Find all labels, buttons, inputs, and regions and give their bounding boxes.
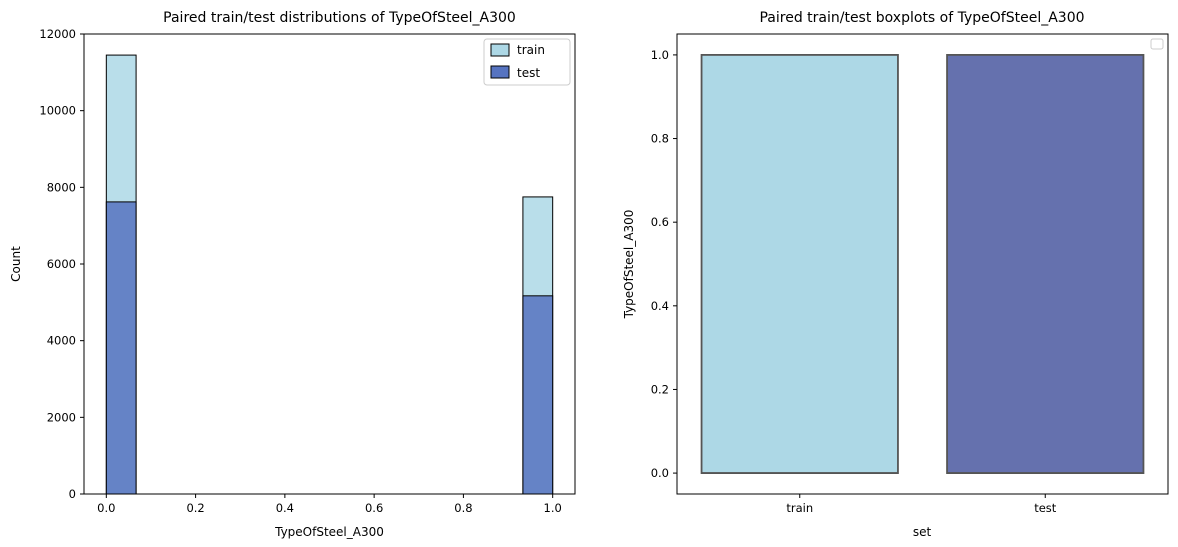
histogram-bar-test: [105, 201, 137, 495]
y-tick-label: 0.2: [651, 382, 669, 396]
x-tick-label: 0.6: [365, 501, 383, 515]
legend-label-train: train: [517, 43, 545, 57]
boxplot-empty-legend: [1150, 38, 1164, 50]
y-tick-label: 0.8: [651, 132, 669, 146]
boxplot-x-label: set: [913, 525, 932, 539]
box-test: [946, 54, 1145, 474]
histogram-bar-test: [522, 295, 554, 495]
histogram-y-ticks: 0 2000 4000 6000 8000 10000 12000: [39, 27, 84, 501]
y-tick-label: 6000: [47, 257, 76, 271]
boxplot-boxes: [700, 54, 1145, 474]
x-tick-label: 0.0: [97, 501, 115, 515]
boxplot-axes-frame: [676, 33, 1169, 495]
y-tick-label: 8000: [47, 180, 76, 194]
legend-swatch-test: [490, 65, 510, 79]
boxplot-y-ticks: 0.0 0.2 0.4 0.6 0.8 1.0: [651, 48, 677, 480]
boxplot-x-ticks: train test: [786, 494, 1057, 515]
histogram-panel: Paired train/test distributions of TypeO…: [9, 10, 576, 539]
y-tick-label: 10000: [39, 104, 76, 118]
y-tick-label: 0.4: [651, 299, 669, 313]
histogram-axes-frame: [83, 33, 576, 495]
legend-label-test: test: [517, 66, 540, 80]
y-tick-label: 0.6: [651, 215, 669, 229]
y-tick-label: 12000: [39, 27, 76, 41]
boxplot-title: Paired train/test boxplots of TypeOfStee…: [759, 10, 1084, 26]
x-tick-label: train: [786, 501, 813, 515]
boxplot-y-label: TypeOfSteel_A300: [622, 210, 636, 320]
x-tick-label: 1.0: [544, 501, 562, 515]
histogram-bars: [105, 54, 554, 495]
y-tick-label: 0: [69, 487, 76, 501]
boxplot-panel: Paired train/test boxplots of TypeOfStee…: [622, 10, 1169, 539]
histogram-x-ticks: 0.0 0.2 0.4 0.6 0.8 1.0: [97, 494, 562, 515]
y-tick-label: 0.0: [651, 466, 669, 480]
x-tick-label: 0.8: [454, 501, 472, 515]
legend-swatch-train: [490, 43, 510, 57]
x-tick-label: 0.2: [186, 501, 204, 515]
x-tick-label: 0.4: [276, 501, 294, 515]
histogram-title: Paired train/test distributions of TypeO…: [163, 10, 516, 26]
y-tick-label: 2000: [47, 410, 76, 424]
x-tick-label: test: [1034, 501, 1057, 515]
y-tick-label: 1.0: [651, 48, 669, 62]
box-train: [700, 54, 899, 474]
y-tick-label: 4000: [47, 334, 76, 348]
histogram-x-label: TypeOfSteel_A300: [274, 525, 384, 539]
histogram-y-label: Count: [9, 246, 23, 282]
histogram-legend: train test: [483, 38, 571, 86]
